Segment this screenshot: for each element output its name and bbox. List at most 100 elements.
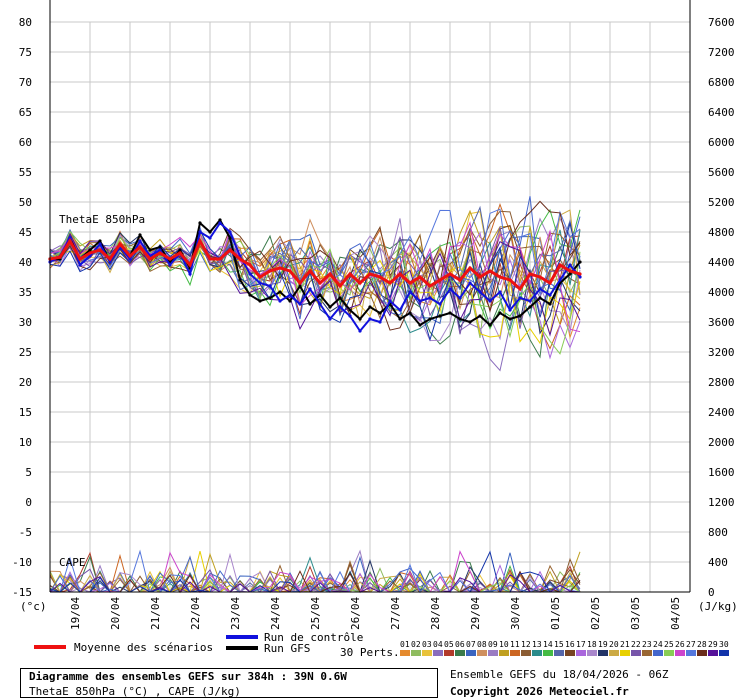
pert-number: 25 [664, 640, 674, 649]
pert-swatch [653, 650, 663, 656]
pert-swatch [609, 650, 619, 656]
series-point [538, 296, 542, 300]
series-point [148, 257, 152, 261]
series-point [528, 299, 532, 303]
series-point [168, 263, 172, 267]
footer-copyright: Copyright 2026 Meteociel.fr [450, 685, 629, 698]
left-tick-label: 10 [19, 436, 32, 449]
pert-number: 20 [609, 640, 619, 649]
pert-swatch [521, 650, 531, 656]
pert-swatch [642, 650, 652, 656]
series-point [258, 299, 262, 303]
series-point [258, 275, 262, 279]
right-tick-label: 1200 [708, 496, 735, 509]
series-point [278, 266, 282, 270]
series-point [238, 257, 242, 261]
series-point [508, 278, 512, 282]
series-point [138, 239, 142, 243]
series-point [178, 251, 182, 255]
pert-swatch [587, 650, 597, 656]
series-point [288, 269, 292, 273]
series-point [378, 311, 382, 315]
pert-number: 21 [620, 640, 630, 649]
right-tick-label: 2800 [708, 376, 735, 389]
series-point [148, 248, 152, 252]
series-point [208, 230, 212, 234]
pert-number: 26 [675, 640, 685, 649]
series-point [418, 275, 422, 279]
series-point [108, 260, 112, 264]
series-point [318, 281, 322, 285]
right-tick-label: 1600 [708, 466, 735, 479]
series-point [458, 278, 462, 282]
x-tick-label: 26/04 [349, 597, 362, 630]
pert-number: 05 [444, 640, 454, 649]
pert-swatch [554, 650, 564, 656]
series-point [308, 269, 312, 273]
left-tick-label: 35 [19, 286, 32, 299]
series-point [328, 305, 332, 309]
series-point [138, 245, 142, 249]
series-point [98, 248, 102, 252]
right-tick-label: 0 [708, 586, 715, 599]
pert-number: 24 [653, 640, 663, 649]
series-point [398, 308, 402, 312]
series-point [228, 230, 232, 234]
series-point [458, 317, 462, 321]
right-tick-label: 2000 [708, 436, 735, 449]
pert-number: 28 [697, 640, 707, 649]
pert-swatch [686, 650, 696, 656]
series-line [49, 221, 581, 333]
series-point [188, 263, 192, 267]
series-point [218, 257, 222, 261]
series-point [518, 296, 522, 300]
right-tick-label: 2400 [708, 406, 735, 419]
series-point [508, 317, 512, 321]
series-point [518, 287, 522, 291]
series-point [398, 272, 402, 276]
pert-number: 06 [455, 640, 465, 649]
series-point [98, 242, 102, 246]
left-tick-label: 30 [19, 316, 32, 329]
perturbation-line [49, 231, 581, 360]
footer-title: Diagramme des ensembles GEFS sur 384h : … [29, 670, 347, 683]
series-point [538, 287, 542, 291]
cape-line [50, 564, 580, 594]
x-tick-label: 25/04 [309, 597, 322, 630]
pert-number: 18 [587, 640, 597, 649]
left-tick-label: 50 [19, 196, 32, 209]
series-point [408, 290, 412, 294]
left-tick-label: 75 [19, 46, 32, 59]
series-point [548, 293, 552, 297]
pert-swatch [565, 650, 575, 656]
series-point [498, 275, 502, 279]
series-point [438, 278, 442, 282]
right-tick-label: 3200 [708, 346, 735, 359]
x-tick-label: 21/04 [149, 597, 162, 630]
pert-swatch [620, 650, 630, 656]
x-tick-label: 27/04 [389, 597, 402, 630]
series-line [50, 218, 581, 327]
legend-gfs-label: Run GFS [264, 642, 310, 655]
pert-number: 08 [477, 640, 487, 649]
series-point [568, 269, 572, 273]
pert-swatch [719, 650, 729, 656]
series-point [328, 272, 332, 276]
pert-swatch [543, 650, 553, 656]
left-tick-label: 5 [25, 466, 32, 479]
thetae-panel-label: ThetaE 850hPa [59, 213, 145, 226]
series-point [158, 248, 162, 252]
series-point [488, 323, 492, 327]
series-point [438, 302, 442, 306]
series-point [478, 314, 482, 318]
series-point [378, 275, 382, 279]
series-point [98, 239, 102, 243]
left-axis-unit: (°c) [20, 600, 47, 613]
x-tick-label: 19/04 [69, 597, 82, 630]
main-series [48, 218, 582, 333]
left-tick-label: 55 [19, 166, 32, 179]
pert-swatch [455, 650, 465, 656]
series-point [418, 299, 422, 303]
series-point [468, 281, 472, 285]
